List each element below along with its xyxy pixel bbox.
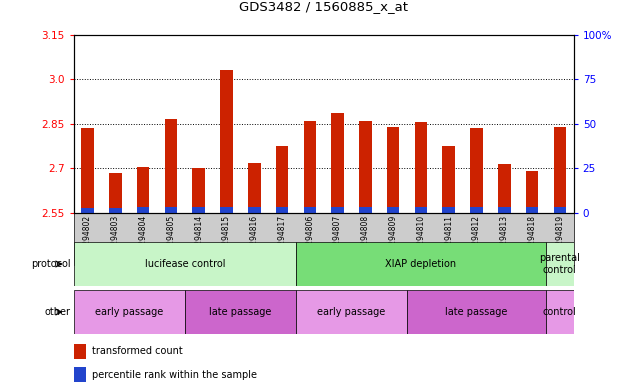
Text: control: control <box>543 307 577 317</box>
Bar <box>192 207 205 213</box>
Bar <box>415 207 427 213</box>
Text: lucifease control: lucifease control <box>145 259 225 269</box>
Bar <box>221 207 233 213</box>
Bar <box>304 207 316 213</box>
Bar <box>415 122 427 213</box>
Bar <box>185 290 296 334</box>
Text: early passage: early passage <box>95 307 163 317</box>
Bar <box>554 127 566 213</box>
Bar <box>470 207 483 213</box>
Bar <box>331 113 344 213</box>
Bar <box>387 127 399 213</box>
Bar <box>296 290 407 334</box>
Bar <box>276 146 288 213</box>
Bar <box>74 242 296 286</box>
Bar <box>81 128 94 213</box>
Bar <box>165 207 177 213</box>
Text: percentile rank within the sample: percentile rank within the sample <box>92 370 256 380</box>
Text: late passage: late passage <box>209 307 272 317</box>
Text: early passage: early passage <box>317 307 386 317</box>
Bar <box>137 207 149 213</box>
Bar <box>304 121 316 213</box>
Bar <box>526 171 538 213</box>
Bar <box>137 167 149 213</box>
Bar <box>81 208 94 213</box>
Bar <box>74 367 86 382</box>
Text: GDS3482 / 1560885_x_at: GDS3482 / 1560885_x_at <box>239 0 408 13</box>
Bar <box>296 242 546 286</box>
Bar <box>554 207 566 213</box>
Bar <box>74 290 185 334</box>
Bar <box>359 121 372 213</box>
Bar <box>498 207 510 213</box>
Bar <box>498 164 510 213</box>
Bar <box>221 70 233 213</box>
Bar <box>109 173 122 213</box>
Bar <box>165 119 177 213</box>
Text: protocol: protocol <box>31 259 71 269</box>
Bar <box>359 207 372 213</box>
Bar <box>387 207 399 213</box>
Bar <box>248 162 260 213</box>
Bar <box>407 290 546 334</box>
Bar <box>248 207 260 213</box>
Bar <box>546 242 574 286</box>
Text: parental
control: parental control <box>539 253 580 275</box>
Bar <box>526 207 538 213</box>
Bar <box>276 207 288 213</box>
Bar <box>442 146 455 213</box>
Bar <box>109 208 122 213</box>
Bar <box>442 207 455 213</box>
Text: late passage: late passage <box>445 307 508 317</box>
Text: transformed count: transformed count <box>92 346 183 356</box>
Bar <box>470 128 483 213</box>
Bar <box>546 290 574 334</box>
Bar <box>192 169 205 213</box>
Bar <box>331 207 344 213</box>
Text: other: other <box>44 307 71 317</box>
Bar <box>74 344 86 359</box>
Text: XIAP depletion: XIAP depletion <box>385 259 456 269</box>
